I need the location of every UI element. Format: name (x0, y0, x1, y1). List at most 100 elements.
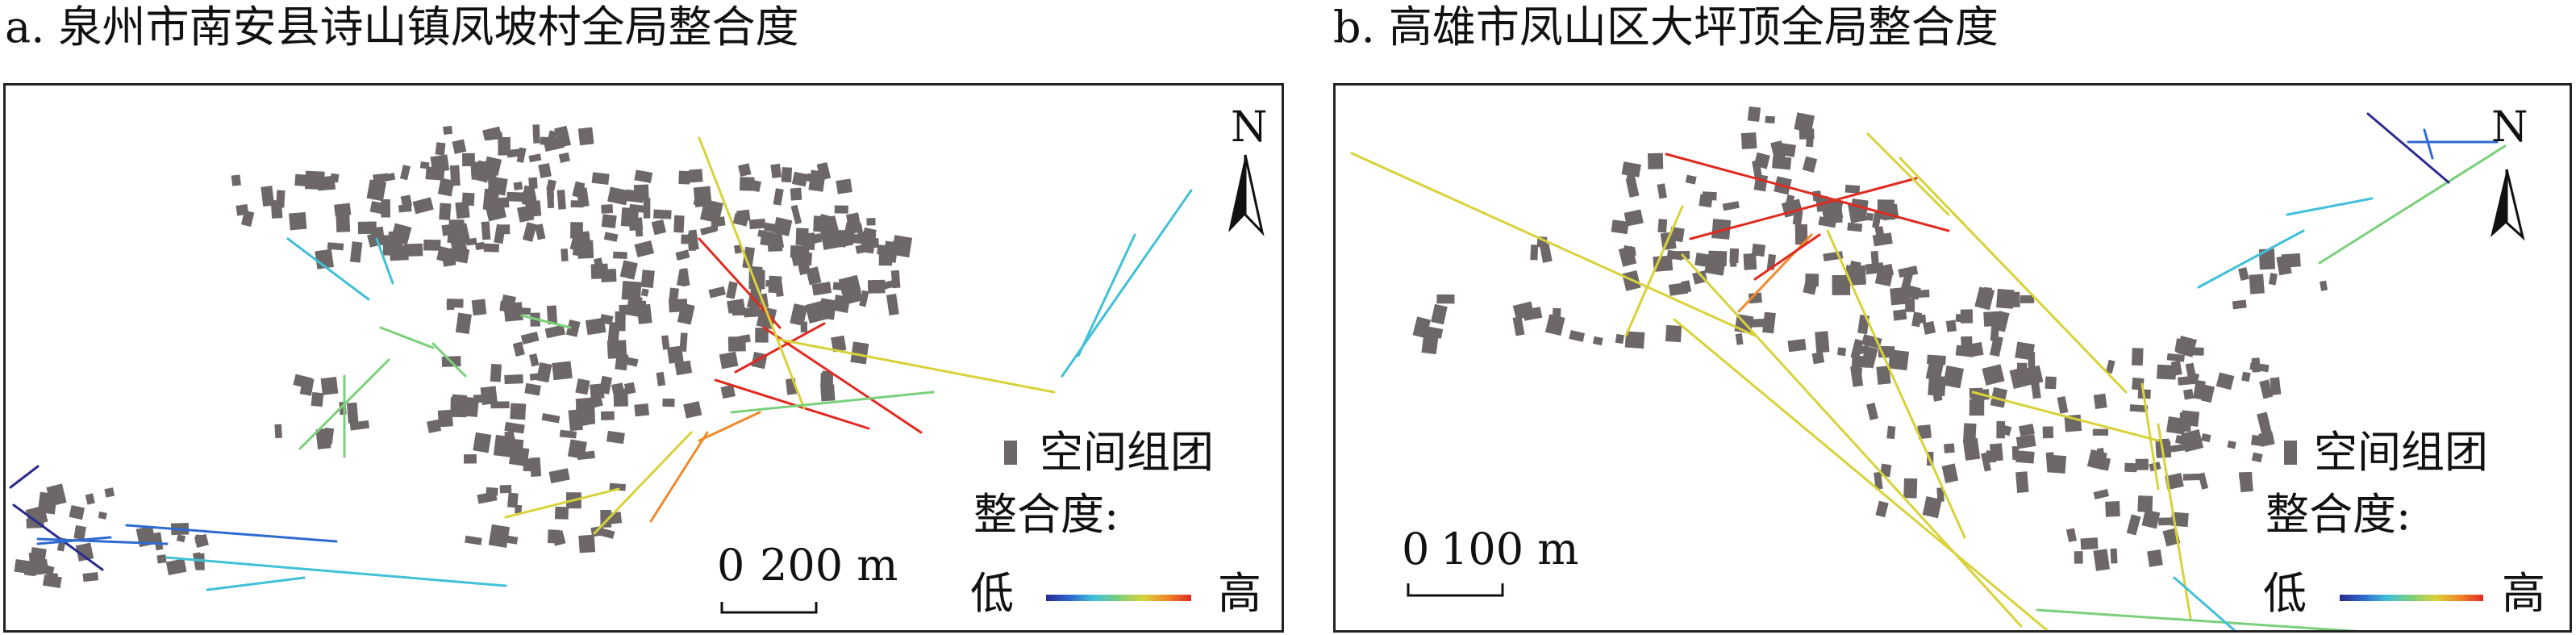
building-block (473, 395, 485, 403)
building-block (719, 351, 739, 370)
building-block (558, 152, 570, 163)
panel-a-legend-cluster: 空间组团 (1040, 427, 1214, 478)
building-block (613, 251, 627, 259)
axial-line (2366, 112, 2450, 184)
building-block (844, 222, 857, 236)
building-block (1861, 334, 1882, 349)
building-block (2065, 528, 2077, 543)
building-block (507, 492, 519, 508)
building-block (69, 505, 85, 520)
building-block (1989, 443, 2003, 462)
panel-b-legend-integration: 整合度: (2265, 489, 2411, 540)
axial-line (125, 524, 338, 543)
building-block (640, 288, 649, 297)
building-block (677, 303, 695, 325)
panel-b-legend-high: 高 (2502, 568, 2545, 619)
panel-b-north-label: N (2491, 103, 2528, 152)
building-block (857, 230, 876, 242)
building-block (412, 197, 434, 215)
building-block (636, 303, 652, 324)
building-block (2135, 458, 2149, 470)
building-block (541, 413, 561, 424)
building-block (176, 534, 186, 543)
building-block (1615, 333, 1624, 345)
building-block (1699, 194, 1713, 208)
building-block (481, 221, 491, 240)
building-block (877, 244, 890, 256)
building-block (1990, 386, 2007, 408)
axial-line (379, 326, 435, 349)
building-block (2093, 393, 2107, 410)
building-block (1753, 173, 1769, 192)
panel-a-legend-integration: 整合度: (973, 489, 1119, 540)
building-block (2132, 377, 2145, 391)
building-block (196, 553, 205, 570)
building-block (2270, 377, 2282, 395)
building-block (82, 572, 99, 583)
building-block (529, 457, 542, 477)
building-block (2057, 396, 2069, 414)
building-block (398, 203, 412, 213)
building-block (748, 265, 763, 285)
building-block (653, 209, 672, 219)
building-block (578, 534, 596, 554)
building-block (2268, 273, 2278, 286)
building-block (512, 341, 525, 357)
building-block (878, 253, 893, 266)
building-block (680, 268, 690, 286)
building-block (1647, 152, 1664, 169)
building-block (1722, 201, 1740, 211)
building-block (195, 534, 202, 544)
building-block (1624, 209, 1644, 227)
panel-b-axial-lines (1350, 112, 2507, 630)
building-block (656, 371, 666, 386)
panel-a-scale-distance: 200 m (760, 540, 898, 591)
building-block (477, 491, 498, 504)
building-block (766, 232, 785, 250)
building-block (624, 357, 639, 367)
building-block (327, 242, 344, 251)
building-block (85, 493, 95, 505)
building-block (510, 403, 527, 420)
building-block (1711, 219, 1732, 240)
building-block (2124, 462, 2137, 473)
building-block (499, 300, 519, 313)
building-block (437, 409, 453, 428)
building-block (1990, 336, 2003, 357)
building-block (449, 165, 461, 186)
building-block (615, 311, 626, 332)
building-block (471, 299, 487, 316)
building-block (1874, 269, 1894, 286)
building-block (2110, 548, 2118, 564)
building-block (366, 179, 387, 202)
building-block (1694, 253, 1714, 268)
building-block (437, 178, 455, 197)
building-block (2158, 517, 2172, 526)
building-block (1888, 349, 1910, 371)
building-block (534, 224, 546, 240)
building-block (436, 246, 448, 262)
building-block (2185, 362, 2197, 379)
building-block (832, 282, 850, 291)
panel-b-title: b. 高雄市凤山区大坪顶全局整合度 (1333, 2, 1999, 52)
panel-a-map: N 空间组团 整合度: 低 高 0 200 m (3, 83, 1284, 633)
building-block (1898, 265, 1919, 278)
building-block (336, 214, 351, 232)
panel-b-integration-ramp (2340, 595, 2483, 601)
building-block (274, 424, 282, 439)
axial-line (1737, 233, 1813, 313)
building-block (2042, 426, 2054, 439)
building-block (2276, 255, 2292, 276)
building-block (741, 178, 762, 193)
building-block (601, 214, 617, 229)
building-block (1624, 331, 1645, 349)
building-block (1815, 331, 1830, 353)
building-block (689, 169, 703, 183)
building-block (1707, 250, 1728, 266)
building-block (2074, 551, 2083, 564)
building-block (764, 222, 776, 232)
building-block (349, 420, 370, 431)
building-block (1625, 177, 1640, 198)
building-block (1747, 106, 1761, 122)
building-block (1803, 274, 1819, 295)
